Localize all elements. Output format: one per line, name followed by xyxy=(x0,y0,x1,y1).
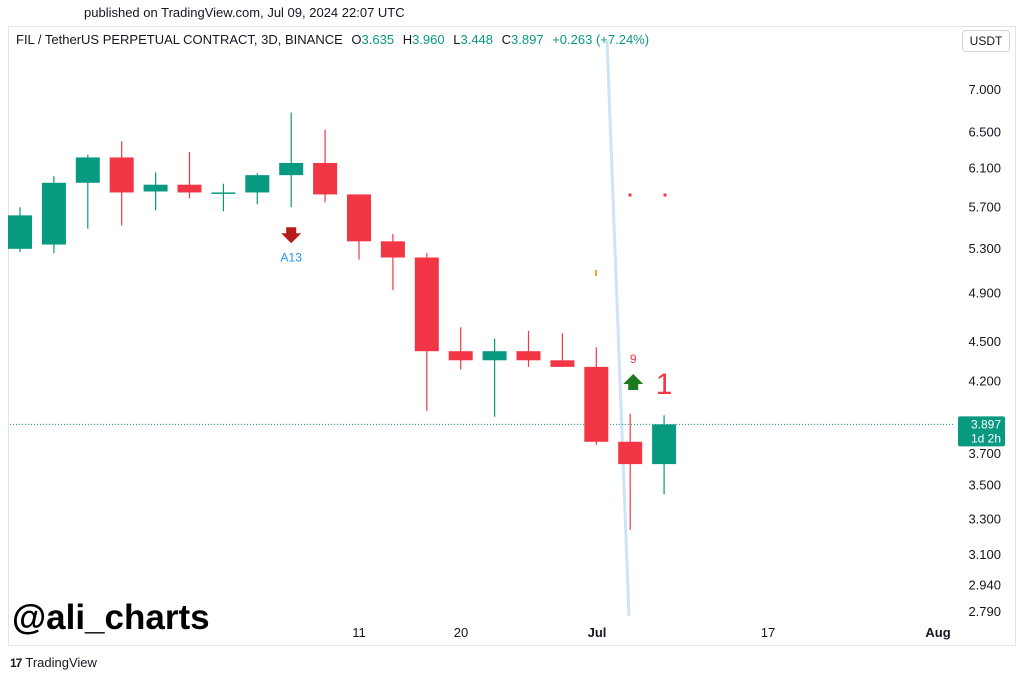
chart-frame xyxy=(8,26,1016,646)
x-tick-label: 20 xyxy=(454,625,468,640)
signal-dot-marker xyxy=(663,193,667,197)
candle-up xyxy=(75,157,100,183)
y-tick-label: 5.300 xyxy=(968,241,1001,256)
sell-arrow-icon xyxy=(281,227,302,244)
close-value: 3.897 xyxy=(511,32,544,47)
bar-countdown: 1d 2h xyxy=(971,431,1001,445)
tradingview-logo-icon: 17 xyxy=(10,655,22,670)
low-value: 3.448 xyxy=(460,32,494,47)
y-tick-label: 3.100 xyxy=(968,547,1001,562)
buy-arrow-icon xyxy=(623,374,644,390)
high-value: 3.960 xyxy=(412,32,445,47)
y-tick-label: 7.000 xyxy=(968,82,1001,97)
td-count-label: 9 xyxy=(630,352,637,366)
y-tick-label: 5.700 xyxy=(968,199,1001,214)
candle-down xyxy=(347,194,371,242)
open-value: 3.635 xyxy=(361,32,395,47)
candle-down xyxy=(516,351,541,361)
sell-signal-label: A13 xyxy=(281,250,303,264)
candle-up xyxy=(211,192,236,194)
tradingview-brand-name: TradingView xyxy=(25,655,97,670)
last-price-badge xyxy=(958,416,1005,447)
x-tick-label: Aug xyxy=(925,625,950,640)
trend-line xyxy=(605,39,631,617)
signal-dot-marker xyxy=(628,193,632,197)
y-tick-label: 4.500 xyxy=(968,334,1001,349)
candle-up xyxy=(245,175,270,193)
candle-up xyxy=(8,215,32,249)
high-label: H xyxy=(402,32,413,47)
candle-down xyxy=(109,157,134,193)
chart-legend: FIL / TetherUS PERPETUAL CONTRACT, 3D, B… xyxy=(16,32,649,47)
y-tick-label: 3.700 xyxy=(968,446,1001,461)
y-tick-label: 3.500 xyxy=(968,478,1001,493)
candle-down xyxy=(380,241,405,258)
signal-tick-marker xyxy=(595,270,597,276)
currency-button[interactable]: USDT xyxy=(962,30,1010,52)
candle-down xyxy=(618,441,643,465)
last-price-value: 3.897 xyxy=(971,417,1001,431)
x-tick-label: 11 xyxy=(352,625,366,640)
candle-up xyxy=(652,424,677,465)
candle-down xyxy=(414,257,439,352)
candle-up xyxy=(143,184,168,192)
tradingview-brand[interactable]: 17 TradingView xyxy=(10,655,97,670)
candle-up xyxy=(41,182,66,245)
y-tick-label: 2.790 xyxy=(968,604,1001,619)
candle-down xyxy=(448,351,473,361)
close-label: C xyxy=(501,32,512,47)
td-setup-count-label: 1 xyxy=(656,368,673,401)
candle-down xyxy=(584,366,609,442)
change-value: +0.263 (+7.24%) xyxy=(552,32,650,47)
open-label: O xyxy=(351,32,362,47)
y-tick-label: 2.940 xyxy=(968,577,1001,592)
y-tick-label: 6.100 xyxy=(968,161,1001,176)
author-watermark: @ali_charts xyxy=(12,598,210,637)
y-tick-label: 4.900 xyxy=(968,286,1001,301)
candle-down xyxy=(313,162,338,195)
low-label: L xyxy=(453,32,461,47)
x-tick-label: Jul xyxy=(588,625,607,640)
y-tick-label: 4.200 xyxy=(968,374,1001,389)
x-tick-label: 17 xyxy=(761,625,775,640)
y-tick-label: 6.500 xyxy=(968,124,1001,139)
candle-up xyxy=(482,351,507,361)
candle-up xyxy=(279,162,304,176)
candle-down xyxy=(550,360,575,367)
y-tick-label: 3.300 xyxy=(968,511,1001,526)
candle-down xyxy=(177,184,202,193)
published-caption: published on TradingView.com, Jul 09, 20… xyxy=(84,5,405,20)
symbol-title[interactable]: FIL / TetherUS PERPETUAL CONTRACT, 3D, B… xyxy=(16,32,343,47)
